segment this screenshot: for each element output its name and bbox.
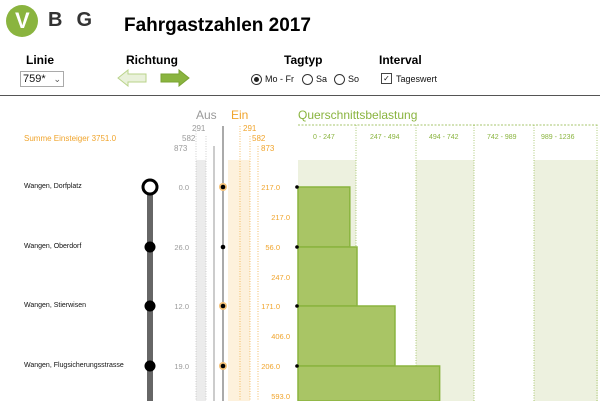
tageswert-checkbox[interactable]: ✓ (381, 73, 392, 84)
ein-value: 206.0 (261, 362, 280, 371)
ein-dot (220, 303, 226, 309)
chevron-down-icon: ⌄ (53, 74, 61, 84)
ein-value: 171.0 (261, 302, 280, 311)
direction-right-arrow-icon[interactable] (160, 69, 190, 87)
page-title: Fahrgastzahlen 2017 (124, 15, 311, 36)
querschnitt-heading: Querschnittsbelastung (298, 108, 418, 122)
aus-tick: 582 (182, 134, 196, 143)
ein-value: 217.0 (261, 183, 280, 192)
load-bar (297, 246, 358, 307)
load-value: 406.0 (271, 332, 290, 341)
segment-label: 0 - 247 (313, 134, 335, 141)
sum-einsteiger-label: Summe Einsteiger 3751.0 (24, 134, 117, 143)
load-value: 217.0 (271, 213, 290, 222)
load-anchor-dot (295, 245, 299, 249)
ein-tick: 873 (261, 144, 275, 153)
ein-tick: 291 (243, 124, 257, 133)
tagtyp-label: Tagtyp (284, 53, 323, 67)
segment-shade (416, 160, 474, 401)
linie-label: Linie (26, 53, 55, 67)
stop-name: Wangen, Stierwisen (24, 302, 86, 309)
tagtyp-radio-mo-fr[interactable] (251, 74, 262, 85)
interval-label: Interval (379, 53, 422, 67)
stop-name: Wangen, Dorfplatz (24, 183, 82, 190)
aus-heading: Aus (196, 108, 217, 122)
aus-ein-tracks (195, 126, 259, 401)
load-bar (297, 186, 351, 248)
ein-value: 56.0 (265, 243, 280, 252)
route-line (147, 186, 153, 401)
stop-name: Wangen, Oberdorf (24, 243, 82, 250)
segment-label: 742 - 989 (487, 134, 517, 141)
aus-value: 12.0 (174, 302, 189, 311)
header-divider (0, 95, 600, 96)
tagtyp-option-mo-fr: Mo - Fr (265, 74, 294, 84)
segment-label: 989 - 1236 (541, 134, 575, 141)
stop-marker (144, 360, 156, 372)
logo-v: V (15, 8, 30, 33)
direction-left-arrow-icon[interactable] (117, 69, 147, 87)
tagtyp-option-sa: Sa (316, 74, 328, 84)
ein-dot (220, 184, 226, 190)
ein-heading: Ein (231, 108, 249, 122)
logo-letter-b: B (48, 9, 77, 31)
logo-circle (6, 5, 38, 37)
stop-name: Wangen, Flugsicherungsstrasse (24, 362, 124, 369)
tagtyp-radio-sa[interactable] (302, 74, 313, 85)
logo-letter-g: G (76, 9, 107, 31)
tagtyp-radio-so[interactable] (334, 74, 345, 85)
ein-dot (220, 244, 226, 250)
stops (141, 178, 299, 372)
load-bar (297, 305, 396, 367)
load-anchor-dot (295, 364, 299, 368)
aus-value: 19.0 (174, 362, 189, 371)
stop-marker (144, 241, 156, 253)
tageswert-label: Tageswert (396, 74, 438, 84)
ein-track-shade (228, 160, 250, 401)
load-value: 593.0 (271, 392, 290, 401)
stop-marker-start (141, 178, 159, 196)
load-anchor-dot (295, 185, 299, 189)
ein-dot (220, 363, 226, 369)
load-bar (297, 365, 441, 401)
segment-label: 494 - 742 (429, 134, 459, 141)
tagtyp-option-so: So (348, 74, 360, 84)
stop-marker (144, 300, 156, 312)
segment-label: 247 - 494 (370, 134, 400, 141)
load-anchor-dot (295, 304, 299, 308)
aus-tick: 291 (192, 124, 206, 133)
linie-select[interactable]: 759* ⌄ (20, 71, 64, 87)
aus-value: 26.0 (174, 243, 189, 252)
richtung-label: Richtung (126, 53, 178, 67)
load-value: 247.0 (271, 273, 290, 282)
aus-value: 0.0 (178, 183, 189, 192)
load-bars (297, 186, 441, 401)
linie-value: 759* (23, 73, 46, 85)
logo-letters: BG (48, 9, 106, 32)
aus-track-shade (196, 160, 206, 401)
ein-tick: 582 (252, 134, 266, 143)
aus-tick: 873 (174, 144, 188, 153)
segment-shade (534, 160, 598, 401)
